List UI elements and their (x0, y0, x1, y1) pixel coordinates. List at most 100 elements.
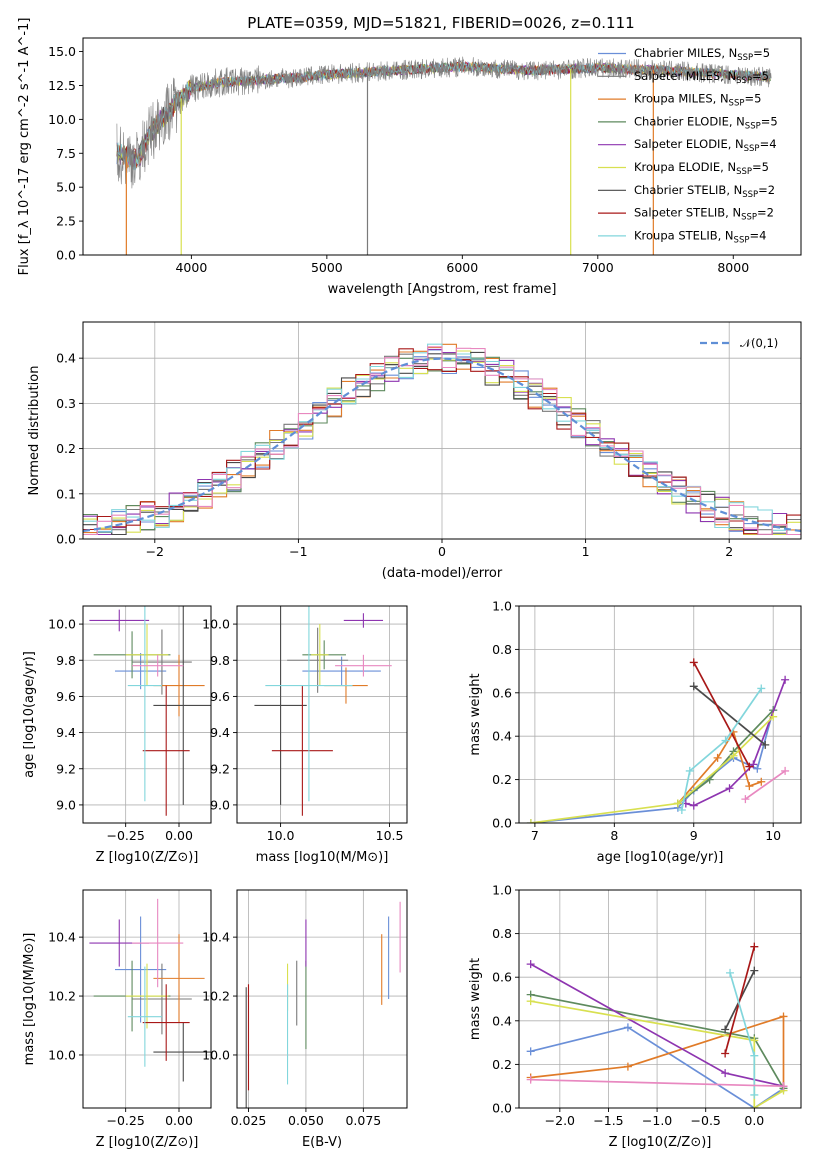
y-axis-label: mass weight (468, 673, 483, 755)
y-tick-label: 0.0 (56, 532, 76, 547)
weight-series (726, 968, 759, 1099)
x-axis-label: age [log10(age/yr)] (597, 850, 724, 865)
y-tick-label: 0.0 (56, 248, 76, 263)
legend-label: Salpeter MILES, NSSP=5 (634, 69, 769, 86)
y-tick-label: 10.0 (48, 617, 76, 632)
x-tick-label: 7000 (582, 260, 614, 275)
y-tick-label: 9.6 (56, 689, 76, 704)
plot-area (89, 606, 211, 816)
weight-series-line (693, 661, 751, 768)
weight-point-marker (673, 799, 682, 808)
legend-label: Salpeter ELODIE, NSSP=4 (634, 137, 777, 154)
x-tick-label: 8 (610, 828, 618, 843)
y-tick-label: 9.2 (56, 761, 76, 776)
y-tick-label: 10.4 (48, 930, 76, 945)
data-point (254, 606, 307, 805)
data-point (343, 613, 384, 628)
ticks: −0.25 0.00 10.0 10.2 10.4 (48, 930, 193, 1128)
y-tick-label: 0.0 (492, 1101, 512, 1116)
y-axis-label: Normed distribution (27, 366, 42, 496)
x-tick-label: 0.075 (345, 1113, 381, 1128)
x-tick-label: 0.00 (165, 1113, 193, 1128)
x-tick-label: −1.0 (642, 1113, 672, 1128)
weight-point-marker (781, 675, 790, 684)
weight-point-marker (526, 1047, 535, 1056)
x-tick-label: 9 (690, 828, 698, 843)
y-axis-label: mass weight (468, 958, 483, 1040)
data-point (153, 606, 211, 805)
x-axis-label: mass [log10(M/M⊙)] (256, 850, 389, 865)
figure-title: PLATE=0359, MJD=51821, FIBERID=0026, z=0… (247, 14, 634, 32)
weight-series-line (680, 688, 763, 811)
y-tick-label: 10.0 (202, 617, 230, 632)
y-tick-label: 9.6 (210, 689, 230, 704)
x-tick-label: 8000 (717, 260, 749, 275)
legend-label: Salpeter STELIB, NSSP=2 (634, 206, 774, 223)
y-tick-label: 12.5 (48, 78, 76, 93)
y-tick-label: 15.0 (48, 44, 76, 59)
y-tick-label: 9.2 (210, 761, 230, 776)
legend-label: Kroupa STELIB, NSSP=4 (634, 228, 766, 245)
x-axis-label: E(B-V) (302, 1135, 342, 1150)
spectrum-legend: Chabrier MILES, NSSP=5 Salpeter MILES, NS… (598, 46, 778, 245)
weight-point-marker (745, 762, 754, 771)
data-point (89, 609, 150, 632)
weight-series (689, 682, 770, 749)
x-tick-label: 4000 (175, 260, 207, 275)
y-tick-label: 10.2 (202, 989, 230, 1004)
y-tick-label: 10.0 (202, 1047, 230, 1062)
weight-point-marker (721, 1049, 730, 1058)
x-axis-label: Z [log10(Z/Z⊙)] (609, 1135, 712, 1150)
weight-series (526, 1075, 788, 1091)
weight-point-marker (689, 682, 698, 691)
legend-label: Chabrier MILES, NSSP=5 (634, 46, 770, 63)
ticks: −2 −1 0 1 2 0.0 0.1 0.2 0.3 0.4 (56, 351, 733, 559)
data-point (311, 624, 329, 686)
weight-point-marker (750, 942, 759, 951)
weight-series-line (693, 685, 766, 746)
data-point (115, 916, 167, 1023)
weight-point-marker (526, 960, 535, 969)
weight-series-line (530, 1026, 784, 1108)
axes-frame (82, 37, 802, 256)
weight-vs-metallicity-panel: −2.0 −1.5 −1.0 −0.5 0.0 0.0 0.2 0.4 0.6 0.8 1.0 Z [… (468, 883, 802, 1150)
weight-point-marker (713, 753, 722, 762)
data-point (132, 898, 184, 988)
weight-vs-age-panel: 7 8 9 10 0.0 0.2 0.4 0.6 0.8 1.0 age [log10(age/yr… (468, 599, 802, 865)
y-tick-label: 0.3 (56, 396, 76, 411)
data-point (142, 984, 190, 1061)
y-tick-label: 1.0 (492, 883, 512, 898)
weight-point-marker (750, 1104, 759, 1108)
weight-point-marker (741, 795, 750, 804)
x-tick-label: 10.0 (267, 828, 295, 843)
y-tick-label: 10.0 (48, 1047, 76, 1062)
x-axis-label: (data-model)/error (382, 566, 503, 581)
plot-area (83, 343, 801, 536)
plot-area (526, 658, 790, 823)
weight-point-marker (721, 1025, 730, 1034)
x-tick-label: 0.025 (231, 1113, 267, 1128)
gridlines (237, 606, 407, 823)
data-point (125, 624, 169, 686)
weight-series-line (724, 946, 756, 1054)
weight-series-line (530, 1015, 785, 1087)
weight-point-marker (753, 764, 762, 773)
x-tick-label: 0 (438, 544, 446, 559)
data-point (127, 606, 162, 802)
y-axis-label: mass [log10(M/M⊙)] (22, 933, 37, 1066)
weight-series (721, 942, 759, 1058)
x-tick-label: 2 (725, 544, 733, 559)
data-point (142, 685, 190, 816)
plot-area (116, 56, 772, 255)
plot-area (245, 901, 401, 1108)
y-tick-label: 0.4 (56, 351, 76, 366)
weight-point-marker (750, 966, 759, 975)
x-tick-label: −0.25 (107, 1113, 145, 1128)
weight-point-marker (721, 736, 730, 745)
x-tick-label: −0.5 (691, 1113, 721, 1128)
y-tick-label: 0.8 (492, 642, 512, 657)
age-vs-mass-panel: 10.0 10.5 9.0 9.2 9.4 9.6 9.8 10.0 mass [log10(M… (202, 605, 408, 865)
residual-histogram-step (83, 348, 801, 535)
y-tick-label: 7.5 (56, 146, 76, 161)
y-tick-label: 0.2 (492, 772, 512, 787)
